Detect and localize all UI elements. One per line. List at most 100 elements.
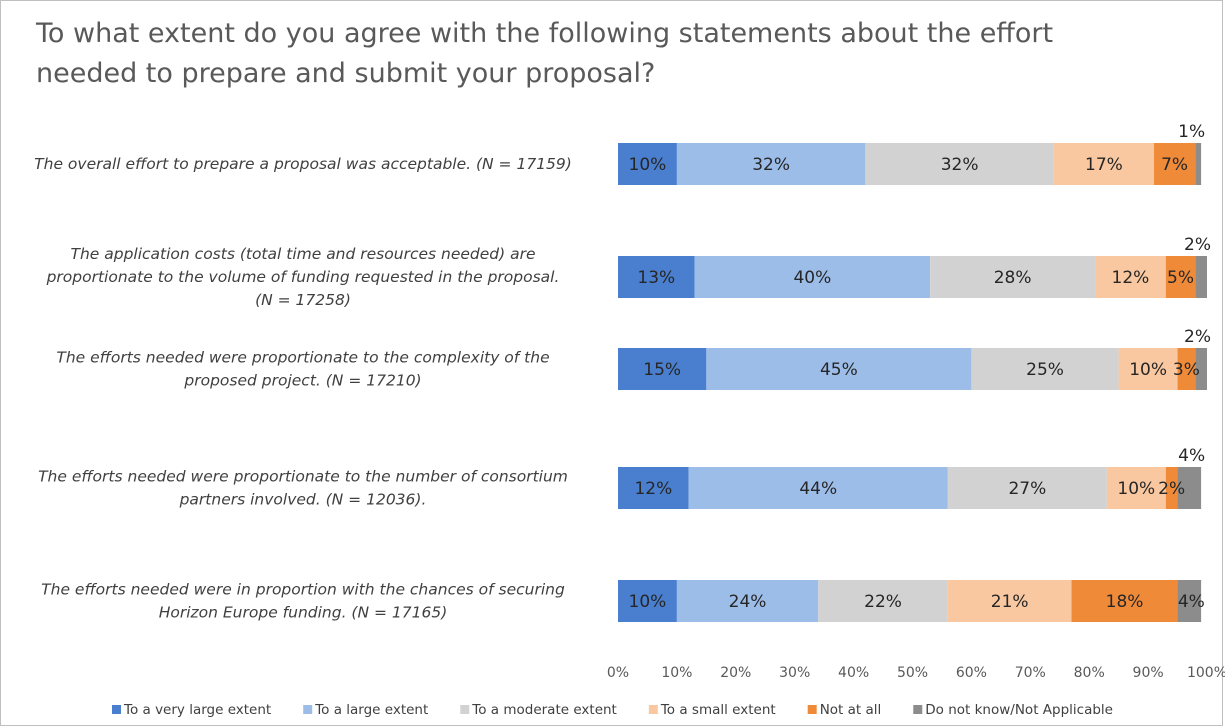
- bar-segment: [1177, 580, 1202, 622]
- legend-swatch: [807, 705, 817, 714]
- bar-segment: [1071, 580, 1178, 622]
- category-label: Horizon Europe funding. (N = 17165): [159, 604, 448, 622]
- bar-segment: [706, 348, 972, 390]
- bar-segment: [1153, 143, 1196, 185]
- bar-segment: [1106, 467, 1166, 509]
- legend-label: Not at all: [820, 702, 882, 718]
- x-tick-label: 10%: [661, 665, 692, 681]
- data-label: 32%: [752, 155, 790, 175]
- data-label: 10%: [1117, 479, 1155, 499]
- bar-segment: [1177, 467, 1202, 509]
- bar-segment: [930, 256, 1096, 298]
- bar-segment: [818, 580, 948, 622]
- data-label: 13%: [637, 268, 675, 288]
- legend-label: To a moderate extent: [471, 702, 617, 718]
- x-axis-ticks: 0% 10% 20% 30% 40% 50% 60% 70% 80% 90% 100%: [607, 665, 1225, 681]
- category-label: The efforts needed were proportionate to…: [38, 468, 568, 486]
- category-label: The overall effort to prepare a proposal…: [34, 155, 572, 173]
- bar-segment: [1195, 143, 1202, 185]
- data-label: 24%: [729, 592, 767, 612]
- bar-segment: [1118, 348, 1178, 390]
- data-label: 5%: [1167, 268, 1194, 288]
- x-tick-label: 30%: [779, 665, 810, 681]
- category-label: partners involved. (N = 12036).: [179, 491, 427, 509]
- bar-segment: [618, 348, 707, 390]
- bar-segment: [947, 580, 1072, 622]
- segment-labels: 10% 32% 32% 17% 7% 1% 13% 40% 28% 12% 5% 2% 15% 45% 25…: [629, 122, 1211, 612]
- data-label: 12%: [634, 479, 672, 499]
- data-label: 18%: [1106, 592, 1144, 612]
- category-labels: The overall effort to prepare a proposal…: [34, 155, 572, 622]
- data-label: 2%: [1158, 479, 1185, 499]
- x-tick-label: 20%: [720, 665, 751, 681]
- bar-segment: [1053, 143, 1154, 185]
- bar-segments: [618, 143, 1207, 622]
- bar-segment: [618, 467, 689, 509]
- category-label: proposed project. (N = 17210): [183, 372, 421, 390]
- category-label: The efforts needed were in proportion wi…: [41, 581, 565, 599]
- data-label: 1%: [1178, 122, 1205, 142]
- data-label: 25%: [1026, 360, 1064, 380]
- data-label: 28%: [994, 268, 1032, 288]
- data-label: 7%: [1161, 155, 1188, 175]
- bar-segment: [947, 467, 1107, 509]
- x-tick-label: 0%: [607, 665, 629, 681]
- data-label: 21%: [991, 592, 1029, 612]
- category-label: The efforts needed were proportionate to…: [56, 349, 549, 367]
- data-label: 3%: [1173, 360, 1200, 380]
- data-label: 4%: [1178, 592, 1205, 612]
- x-tick-label: 40%: [838, 665, 869, 681]
- bar-segment: [1165, 256, 1196, 298]
- bar-segment: [1095, 256, 1166, 298]
- data-label: 2%: [1184, 235, 1211, 255]
- legend-swatch: [460, 705, 470, 714]
- bar-segment: [618, 580, 677, 622]
- bar-segment: [1195, 348, 1207, 390]
- bar-segment: [618, 143, 677, 185]
- legend-swatch: [913, 705, 923, 714]
- bar-segment: [694, 256, 931, 298]
- data-label: 15%: [643, 360, 681, 380]
- bar-segment: [1195, 256, 1207, 298]
- x-tick-label: 90%: [1133, 665, 1164, 681]
- bar-segment: [865, 143, 1054, 185]
- bar-segment: [1177, 348, 1196, 390]
- chart-title: To what extent do you agree with the fol…: [36, 18, 1054, 89]
- legend-label: To a very large extent: [123, 702, 271, 718]
- data-label: 32%: [941, 155, 979, 175]
- legend-swatch: [303, 705, 313, 714]
- legend-swatch: [112, 705, 121, 714]
- data-label: 10%: [629, 592, 667, 612]
- x-tick-label: 70%: [1015, 665, 1046, 681]
- bar-segment: [618, 256, 695, 298]
- data-label: 10%: [1129, 360, 1167, 380]
- data-label: 17%: [1085, 155, 1123, 175]
- bar-segment: [676, 143, 866, 185]
- data-label: 12%: [1112, 268, 1150, 288]
- legend-label: To a large extent: [314, 702, 428, 718]
- x-tick-label: 80%: [1074, 665, 1105, 681]
- data-label: 45%: [820, 360, 858, 380]
- category-label: The application costs (total time and re…: [70, 245, 535, 263]
- legend: To a very large extent To a large extent T…: [112, 702, 1113, 718]
- data-label: 10%: [629, 155, 667, 175]
- bar-segment: [971, 348, 1119, 390]
- x-tick-label: 60%: [956, 665, 987, 681]
- data-label: 40%: [793, 268, 831, 288]
- legend-swatch: [648, 705, 658, 714]
- data-label: 4%: [1178, 446, 1205, 466]
- data-label: 27%: [1008, 479, 1046, 499]
- category-label: proportionate to the volume of funding r…: [46, 268, 560, 286]
- data-label: 44%: [799, 479, 837, 499]
- legend-label: To a small extent: [660, 702, 776, 718]
- x-tick-label: 100%: [1187, 665, 1225, 681]
- category-label: (N = 17258): [255, 291, 351, 309]
- legend-label: Do not know/Not Applicable: [925, 702, 1113, 718]
- bar-segment: [1165, 467, 1178, 509]
- x-tick-label: 50%: [897, 665, 928, 681]
- bar-segment: [676, 580, 819, 622]
- bar-segment: [688, 467, 948, 509]
- data-label: 2%: [1184, 327, 1211, 347]
